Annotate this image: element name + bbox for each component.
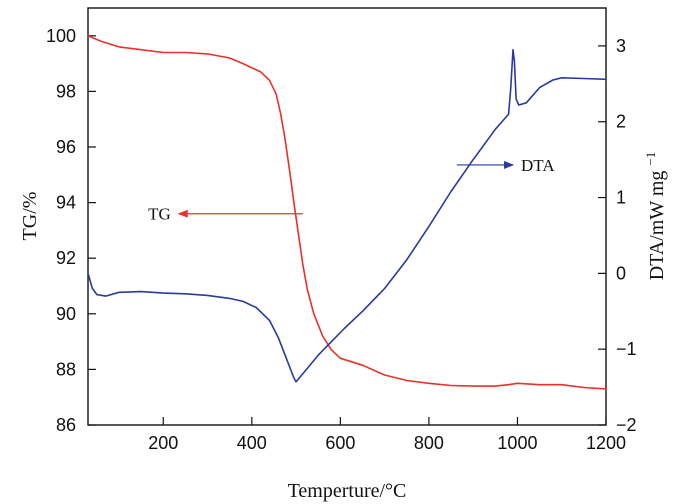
y-right-tick-label: −1 <box>616 339 637 359</box>
series-layer <box>87 34 607 390</box>
x-axis-title: Temperture/°C <box>288 480 407 502</box>
y-right-axis-title-sup: −1 <box>643 152 658 166</box>
y-right-tick-label: 3 <box>616 36 626 56</box>
y-right-axis-ticks: −2 −1 0 1 2 3 <box>598 36 637 435</box>
x-tick-label: 200 <box>148 433 178 453</box>
x-axis-ticks: 200 400 600 800 1000 1200 <box>148 417 626 453</box>
y-left-tick-label: 90 <box>56 304 76 324</box>
annotation-layer: TG DTA <box>148 156 555 224</box>
y-left-axis-ticks: 86 88 90 92 94 96 98 100 <box>46 26 96 435</box>
y-right-tick-label: 0 <box>616 263 626 283</box>
y-right-axis-title: DTA/mW mg −1 <box>643 152 668 281</box>
y-left-tick-label: 98 <box>56 81 76 101</box>
x-tick-label: 800 <box>414 433 444 453</box>
y-left-tick-label: 88 <box>56 359 76 379</box>
y-left-tick-label: 96 <box>56 137 76 157</box>
plot-frame <box>87 7 607 426</box>
y-right-axis-title-main: DTA/mW mg <box>646 171 668 281</box>
tg-series-line <box>87 34 607 390</box>
dta-series-line <box>87 48 607 383</box>
y-left-tick-label: 86 <box>56 415 76 435</box>
y-left-axis-title: TG/% <box>19 192 41 241</box>
x-tick-label: 600 <box>325 433 355 453</box>
dta-annotation-label: DTA <box>521 156 555 175</box>
y-right-tick-label: 1 <box>616 188 626 208</box>
y-left-tick-label: 100 <box>46 26 76 46</box>
y-left-tick-label: 94 <box>56 193 76 213</box>
y-right-tick-label: 2 <box>616 112 626 132</box>
x-tick-label: 1200 <box>586 433 626 453</box>
y-right-tick-label: −2 <box>616 415 637 435</box>
y-left-tick-label: 92 <box>56 248 76 268</box>
x-tick-label: 400 <box>237 433 267 453</box>
tg-annotation-label: TG <box>148 205 171 224</box>
x-tick-label: 1000 <box>497 433 537 453</box>
